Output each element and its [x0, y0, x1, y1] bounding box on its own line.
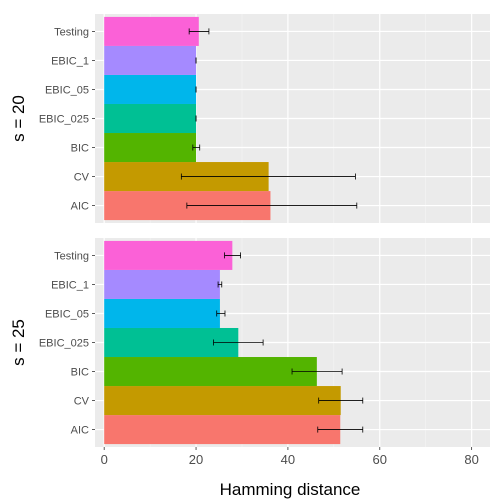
- x-tick-label: 60: [373, 452, 387, 467]
- facet-1-category-label: AIC: [71, 201, 89, 213]
- facet-2-errorbar-ebic-025: [213, 339, 264, 346]
- facet-1-category-label: Testing: [54, 26, 89, 38]
- facet-2-bar-ebic-1: [104, 269, 220, 299]
- panels: AIC CV BIC EBIC_025 EBIC_05 EBIC_1 Testing s = …: [9, 14, 490, 447]
- facet-2-bar-aic: [104, 415, 341, 445]
- facet-2-errorbar-ebic-1: [217, 281, 223, 288]
- facet-2-category-label: AIC: [71, 425, 89, 437]
- facet-2-errorbar-aic: [317, 426, 364, 433]
- facet-1-strip-label: s = 20: [9, 95, 28, 142]
- facet-2-bar-bic: [104, 357, 317, 387]
- facet-1-bar-bic: [104, 133, 197, 163]
- facet-2-bar-cv: [104, 386, 341, 416]
- facet-2-category-label: CV: [74, 396, 90, 408]
- facet-1-category-label: EBIC_025: [39, 114, 89, 126]
- facet-1-errorbar-bic: [192, 144, 201, 151]
- facet-2-errorbar-bic: [291, 368, 343, 375]
- facet-1-bar-ebic-05: [104, 74, 197, 104]
- facet-2-category-label: BIC: [71, 367, 89, 379]
- facet-2-panel: AIC CV BIC EBIC_025 EBIC_05 EBIC_1 Testing s = …: [9, 238, 490, 447]
- facet-1-category-label: CV: [74, 172, 90, 184]
- facet-2-bar-testing: [104, 240, 233, 270]
- facet-2-bar-ebic-05: [104, 298, 220, 328]
- facet-2-strip-label: s = 25: [9, 319, 28, 366]
- facet-1-category-label: EBIC_1: [51, 55, 89, 67]
- x-tick-label: 40: [281, 452, 295, 467]
- facet-2-category-label: EBIC_025: [39, 338, 89, 350]
- facet-2-category-label: EBIC_1: [51, 279, 89, 291]
- facet-2-category-label: EBIC_05: [45, 308, 89, 320]
- facet-2-category-label: Testing: [54, 250, 89, 262]
- x-tick-label: 0: [101, 452, 108, 467]
- facet-1-category-label: EBIC_05: [45, 84, 89, 96]
- facet-1-category-label: BIC: [71, 143, 89, 155]
- x-axis-title: Hamming distance: [220, 480, 361, 499]
- x-tick-label: 80: [464, 452, 478, 467]
- facet-1-errorbar-cv: [180, 173, 356, 180]
- facet-1-bar-testing: [104, 16, 199, 46]
- facet-1-bar-ebic-025: [104, 103, 197, 134]
- facet-1-errorbar-testing: [188, 28, 210, 35]
- x-tick-label: 20: [189, 452, 203, 467]
- facet-1-bar-ebic-1: [104, 45, 197, 75]
- facet-2-errorbar-ebic-05: [216, 310, 226, 317]
- facet-2-errorbar-cv: [318, 397, 364, 404]
- facet-2-errorbar-testing: [224, 252, 241, 259]
- facet-1-errorbar-aic: [186, 202, 358, 209]
- facet-1-panel: AIC CV BIC EBIC_025 EBIC_05 EBIC_1 Testing s = …: [9, 14, 490, 223]
- x-axis-ticks: 0 20 40 60 80: [101, 447, 479, 467]
